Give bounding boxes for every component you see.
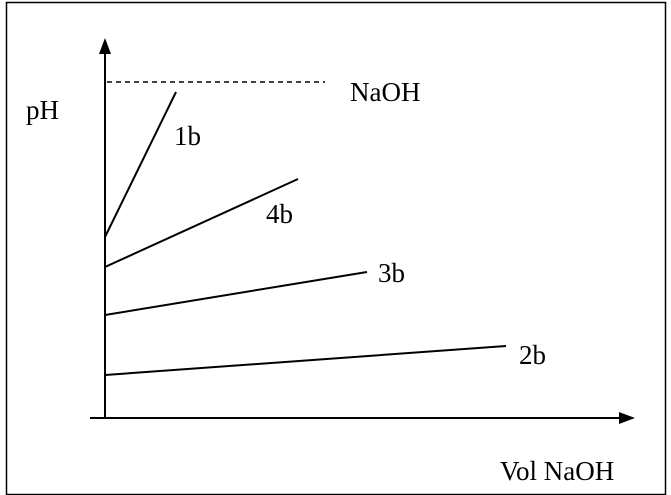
line-2b	[104, 345, 507, 376]
line-4b	[104, 178, 299, 268]
x-axis-label: Vol NaOH	[500, 456, 614, 486]
y-axis-label: pH	[26, 95, 59, 125]
x-axis-arrow-icon	[619, 412, 635, 424]
line-2b-label: 2b	[519, 340, 546, 370]
naoh-reference-label: NaOH	[350, 77, 420, 107]
y-axis-arrow-icon	[99, 38, 111, 54]
line-3b-label: 3b	[378, 258, 405, 288]
line-4b-label: 4b	[266, 199, 293, 229]
line-1b	[104, 91, 177, 238]
line-1b-label: 1b	[174, 121, 201, 151]
line-3b	[104, 271, 368, 316]
